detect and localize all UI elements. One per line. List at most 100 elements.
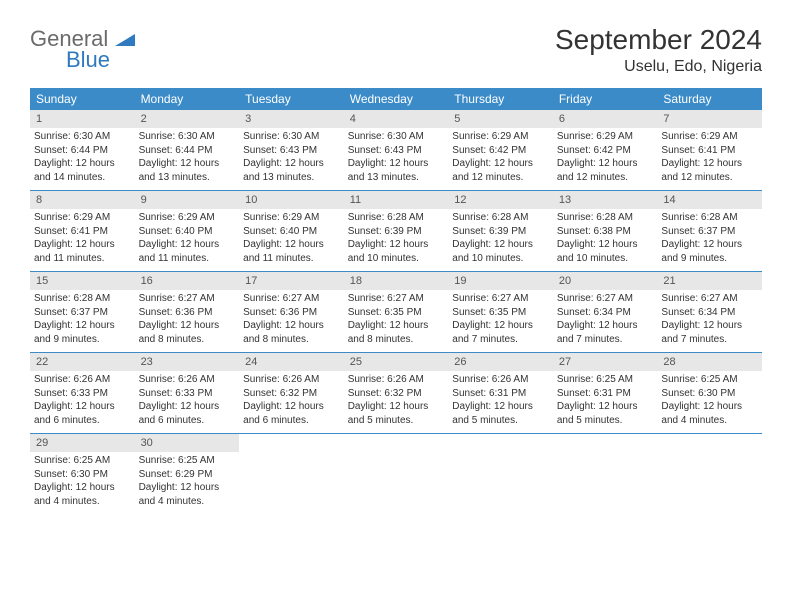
daylight-text: Daylight: 12 hours and 7 minutes. — [557, 319, 654, 346]
sunset-text: Sunset: 6:35 PM — [452, 306, 549, 320]
calendar-day-cell: 14Sunrise: 6:28 AMSunset: 6:37 PMDayligh… — [657, 191, 762, 271]
calendar-day-cell: 20 Sunrise: 6:27 AMSunset: 6:34 PMDayligh… — [553, 272, 658, 352]
calendar-day-cell: 3Sunrise: 6:30 AMSunset: 6:43 PMDaylight… — [239, 110, 344, 190]
daylight-text: Daylight: 12 hours and 12 minutes. — [661, 157, 758, 184]
day-number: 22 — [30, 353, 135, 371]
sunrise-text: Sunrise: 6:25 AM — [661, 373, 758, 387]
sunset-text: Sunset: 6:44 PM — [34, 144, 131, 158]
day-number: 10 — [239, 191, 344, 209]
sunrise-text: Sunrise: 6:26 AM — [243, 373, 340, 387]
daylight-text: Daylight: 12 hours and 11 minutes. — [34, 238, 131, 265]
day-info: Sunrise: 6:27 AMSunset: 6:34 PMDaylight:… — [657, 292, 762, 346]
sunset-text: Sunset: 6:40 PM — [243, 225, 340, 239]
sunrise-text: Sunrise: 6:29 AM — [661, 130, 758, 144]
sunset-text: Sunset: 6:35 PM — [348, 306, 445, 320]
calendar-day-cell: 15Sunrise: 6:28 AMSunset: 6:37 PMDayligh… — [30, 272, 135, 352]
calendar-day-cell — [239, 434, 344, 514]
daylight-text: Daylight: 12 hours and 8 minutes. — [348, 319, 445, 346]
sunrise-text: Sunrise: 6:26 AM — [139, 373, 236, 387]
day-number: 12 — [448, 191, 553, 209]
brand-logo: General Blue — [30, 24, 135, 71]
sunset-text: Sunset: 6:32 PM — [348, 387, 445, 401]
sunset-text: Sunset: 6:36 PM — [243, 306, 340, 320]
day-info: Sunrise: 6:29 AMSunset: 6:42 PMDaylight:… — [553, 130, 658, 184]
calendar-day-cell: 29Sunrise: 6:25 AMSunset: 6:30 PMDayligh… — [30, 434, 135, 514]
sunset-text: Sunset: 6:43 PM — [348, 144, 445, 158]
calendar-day-cell: 30Sunrise: 6:25 AMSunset: 6:29 PMDayligh… — [135, 434, 240, 514]
daylight-text: Daylight: 12 hours and 6 minutes. — [243, 400, 340, 427]
calendar-week-row: 1Sunrise: 6:30 AMSunset: 6:44 PMDaylight… — [30, 110, 762, 191]
daylight-text: Daylight: 12 hours and 4 minutes. — [34, 481, 131, 508]
day-info: Sunrise: 6:27 AMSunset: 6:34 PMDaylight:… — [553, 292, 658, 346]
calendar-day-cell: 19 Sunrise: 6:27 AMSunset: 6:35 PMDayligh… — [448, 272, 553, 352]
weekday-heading: Wednesday — [344, 88, 449, 110]
sunset-text: Sunset: 6:33 PM — [139, 387, 236, 401]
sunrise-text: Sunrise: 6:25 AM — [557, 373, 654, 387]
day-number: 11 — [344, 191, 449, 209]
sunrise-text: Sunrise: 6:30 AM — [348, 130, 445, 144]
calendar-day-cell: 11Sunrise: 6:28 AMSunset: 6:39 PMDayligh… — [344, 191, 449, 271]
daylight-text: Daylight: 12 hours and 6 minutes. — [139, 400, 236, 427]
day-info: Sunrise: 6:27 AMSunset: 6:35 PMDaylight:… — [344, 292, 449, 346]
day-number: 19 — [448, 272, 553, 290]
day-number: 18 — [344, 272, 449, 290]
sunrise-text: Sunrise: 6:27 AM — [243, 292, 340, 306]
sunset-text: Sunset: 6:43 PM — [243, 144, 340, 158]
daylight-text: Daylight: 12 hours and 6 minutes. — [34, 400, 131, 427]
sunrise-text: Sunrise: 6:30 AM — [243, 130, 340, 144]
day-info: Sunrise: 6:29 AMSunset: 6:42 PMDaylight:… — [448, 130, 553, 184]
daylight-text: Daylight: 12 hours and 14 minutes. — [34, 157, 131, 184]
day-info: Sunrise: 6:27 AMSunset: 6:35 PMDaylight:… — [448, 292, 553, 346]
calendar-body: 1Sunrise: 6:30 AMSunset: 6:44 PMDaylight… — [30, 110, 762, 514]
sunset-text: Sunset: 6:42 PM — [452, 144, 549, 158]
daylight-text: Daylight: 12 hours and 4 minutes. — [661, 400, 758, 427]
weekday-heading: Monday — [135, 88, 240, 110]
sunrise-text: Sunrise: 6:27 AM — [348, 292, 445, 306]
calendar-day-cell: 16Sunrise: 6:27 AMSunset: 6:36 PMDayligh… — [135, 272, 240, 352]
calendar-day-cell: 13Sunrise: 6:28 AMSunset: 6:38 PMDayligh… — [553, 191, 658, 271]
sunrise-text: Sunrise: 6:28 AM — [661, 211, 758, 225]
day-info: Sunrise: 6:25 AMSunset: 6:29 PMDaylight:… — [135, 454, 240, 508]
calendar-day-cell: 21Sunrise: 6:27 AMSunset: 6:34 PMDayligh… — [657, 272, 762, 352]
calendar-day-cell: 12 Sunrise: 6:28 AMSunset: 6:39 PMDayligh… — [448, 191, 553, 271]
sunrise-text: Sunrise: 6:26 AM — [34, 373, 131, 387]
page: General Blue September 2024 Uselu, Edo, … — [0, 0, 792, 538]
sunrise-text: Sunrise: 6:28 AM — [34, 292, 131, 306]
sunset-text: Sunset: 6:40 PM — [139, 225, 236, 239]
day-number: 20 — [553, 272, 658, 290]
sunrise-text: Sunrise: 6:29 AM — [139, 211, 236, 225]
day-info: Sunrise: 6:28 AMSunset: 6:39 PMDaylight:… — [448, 211, 553, 265]
day-info: Sunrise: 6:25 AMSunset: 6:30 PMDaylight:… — [657, 373, 762, 427]
logo-word-blue: Blue — [66, 49, 135, 71]
calendar-week-row: 15Sunrise: 6:28 AMSunset: 6:37 PMDayligh… — [30, 272, 762, 353]
day-number: 6 — [553, 110, 658, 128]
daylight-text: Daylight: 12 hours and 5 minutes. — [452, 400, 549, 427]
calendar-week-row: 29Sunrise: 6:25 AMSunset: 6:30 PMDayligh… — [30, 434, 762, 514]
sunset-text: Sunset: 6:36 PM — [139, 306, 236, 320]
weekday-header-row: Sunday Monday Tuesday Wednesday Thursday… — [30, 88, 762, 110]
sunset-text: Sunset: 6:37 PM — [661, 225, 758, 239]
calendar-day-cell: 18 Sunrise: 6:27 AMSunset: 6:35 PMDayligh… — [344, 272, 449, 352]
daylight-text: Daylight: 12 hours and 11 minutes. — [243, 238, 340, 265]
day-info: Sunrise: 6:28 AMSunset: 6:37 PMDaylight:… — [30, 292, 135, 346]
calendar-day-cell: 26Sunrise: 6:26 AMSunset: 6:31 PMDayligh… — [448, 353, 553, 433]
day-number: 24 — [239, 353, 344, 371]
sunset-text: Sunset: 6:42 PM — [557, 144, 654, 158]
logo-triangle-icon — [115, 32, 135, 51]
day-info: Sunrise: 6:26 AMSunset: 6:32 PMDaylight:… — [344, 373, 449, 427]
sunrise-text: Sunrise: 6:27 AM — [557, 292, 654, 306]
day-info: Sunrise: 6:27 AMSunset: 6:36 PMDaylight:… — [239, 292, 344, 346]
day-number: 25 — [344, 353, 449, 371]
day-info: Sunrise: 6:27 AMSunset: 6:36 PMDaylight:… — [135, 292, 240, 346]
month-title: September 2024 — [555, 24, 762, 56]
calendar-day-cell: 10Sunrise: 6:29 AMSunset: 6:40 PMDayligh… — [239, 191, 344, 271]
sunset-text: Sunset: 6:33 PM — [34, 387, 131, 401]
weekday-heading: Thursday — [448, 88, 553, 110]
day-number: 7 — [657, 110, 762, 128]
daylight-text: Daylight: 12 hours and 13 minutes. — [348, 157, 445, 184]
daylight-text: Daylight: 12 hours and 9 minutes. — [34, 319, 131, 346]
calendar: Sunday Monday Tuesday Wednesday Thursday… — [30, 88, 762, 514]
sunrise-text: Sunrise: 6:28 AM — [557, 211, 654, 225]
day-info: Sunrise: 6:25 AMSunset: 6:30 PMDaylight:… — [30, 454, 135, 508]
day-info: Sunrise: 6:30 AMSunset: 6:44 PMDaylight:… — [30, 130, 135, 184]
